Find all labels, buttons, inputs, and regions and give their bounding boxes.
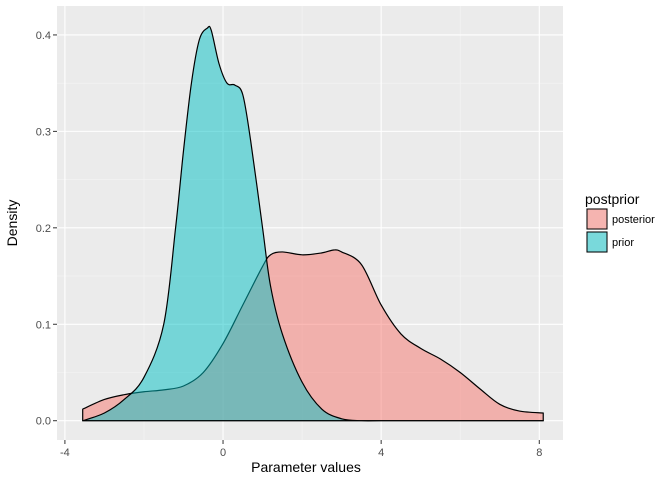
x-tick-label: -4	[60, 447, 70, 459]
legend-label-prior: prior	[612, 237, 634, 249]
y-axis-title: Density	[4, 200, 20, 247]
grid-minor	[57, 6, 563, 440]
y-axis: 0.0 0.1 0.2 0.3 0.4	[36, 30, 57, 428]
y-tick-label: 0.2	[36, 223, 51, 235]
legend-label-posterior: posterior	[612, 214, 655, 226]
density-area-prior	[82, 25, 544, 422]
x-axis-title: Parameter values	[251, 459, 361, 475]
legend-key-posterior	[586, 208, 608, 230]
y-tick-label: 0.1	[36, 319, 51, 331]
density-areas	[82, 25, 544, 422]
x-axis: -4 0 4 8	[60, 440, 542, 459]
y-tick-label: 0.0	[36, 416, 51, 428]
x-tick-label: 0	[220, 447, 226, 459]
y-tick-label: 0.4	[36, 30, 51, 42]
x-tick-label: 4	[378, 447, 384, 459]
legend-key-prior	[586, 231, 608, 253]
y-tick-label: 0.3	[36, 126, 51, 138]
legend-title: postprior	[585, 191, 640, 207]
legend: postprior posterior prior	[585, 191, 655, 253]
x-tick-label: 8	[536, 447, 542, 459]
